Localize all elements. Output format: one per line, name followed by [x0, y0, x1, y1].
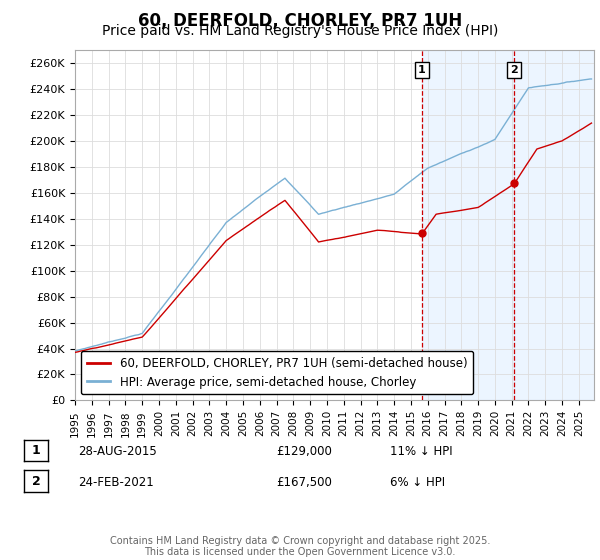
- Text: Contains HM Land Registry data © Crown copyright and database right 2025.
This d: Contains HM Land Registry data © Crown c…: [110, 535, 490, 557]
- Text: 2: 2: [32, 474, 40, 488]
- Legend: 60, DEERFOLD, CHORLEY, PR7 1UH (semi-detached house), HPI: Average price, semi-d: 60, DEERFOLD, CHORLEY, PR7 1UH (semi-det…: [81, 351, 473, 394]
- Text: 28-AUG-2015: 28-AUG-2015: [78, 445, 157, 458]
- Bar: [514, 50, 600, 400]
- Text: 24-FEB-2021: 24-FEB-2021: [78, 475, 154, 489]
- Text: 11% ↓ HPI: 11% ↓ HPI: [390, 445, 452, 458]
- Bar: [422, 50, 514, 400]
- Text: 1: 1: [418, 65, 426, 75]
- Text: £129,000: £129,000: [276, 445, 332, 458]
- Text: 2: 2: [510, 65, 518, 75]
- Text: 1: 1: [32, 444, 40, 457]
- Text: 60, DEERFOLD, CHORLEY, PR7 1UH: 60, DEERFOLD, CHORLEY, PR7 1UH: [138, 12, 462, 30]
- Text: Price paid vs. HM Land Registry's House Price Index (HPI): Price paid vs. HM Land Registry's House …: [102, 24, 498, 38]
- Text: £167,500: £167,500: [276, 475, 332, 489]
- Text: 6% ↓ HPI: 6% ↓ HPI: [390, 475, 445, 489]
